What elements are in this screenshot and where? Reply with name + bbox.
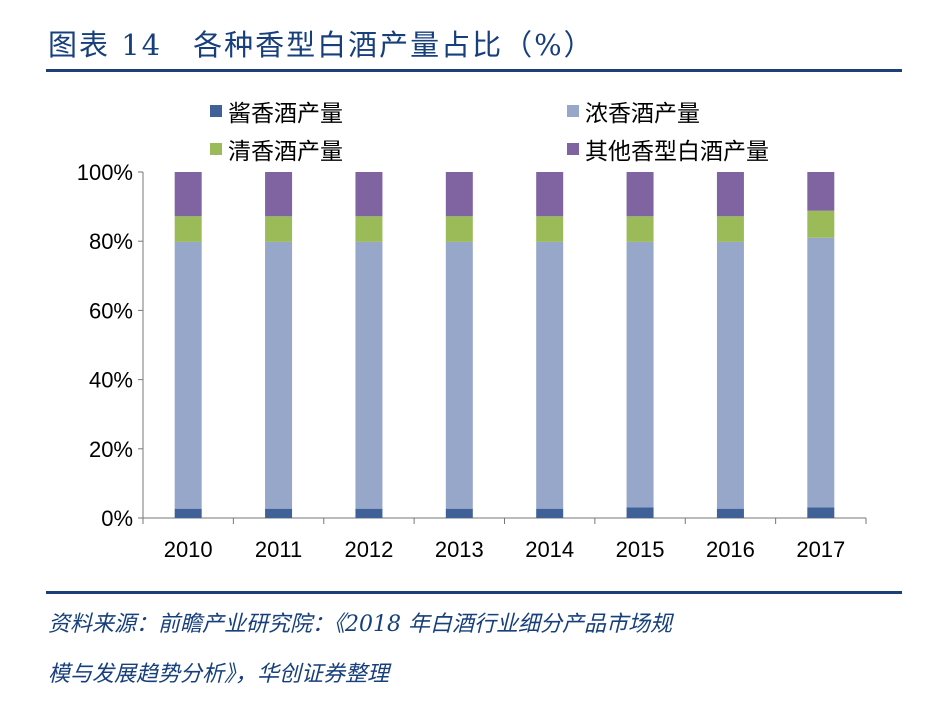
bar-segment	[536, 172, 564, 217]
bar-segment	[445, 241, 473, 509]
x-tick-label: 2011	[255, 537, 302, 562]
bar-segment	[174, 216, 202, 242]
x-tick-label: 2014	[525, 537, 574, 562]
x-tick-label: 2010	[164, 537, 213, 562]
source-line-1: 资料来源：前瞻产业研究院：《2018 年白酒行业细分产品市场规	[48, 612, 672, 637]
figure-title: 图表 14 各种香型白酒产量占比（%）	[48, 28, 595, 62]
x-tick-label: 2016	[706, 537, 755, 562]
bar-segment	[174, 508, 202, 518]
bar-segment	[265, 172, 293, 217]
legend-label: 浓香酒产量	[585, 101, 700, 127]
legend-item-1: 浓香酒产量	[567, 94, 700, 128]
bar-segment	[536, 241, 564, 509]
bar-segment	[626, 172, 654, 217]
bar-segment	[807, 210, 835, 238]
bar-segment	[536, 216, 564, 242]
y-tick-label: 100%	[77, 160, 133, 185]
y-tick-label: 0%	[101, 506, 133, 531]
bar-segment	[265, 241, 293, 509]
bar-segment	[445, 216, 473, 242]
legend-item-0: 酱香酒产量	[210, 94, 343, 128]
bar-segment	[174, 172, 202, 217]
legend-swatch	[210, 143, 222, 155]
x-tick-label: 2017	[796, 537, 845, 562]
source-rule	[46, 591, 902, 594]
bar-segment	[355, 241, 383, 509]
legend-swatch	[567, 105, 579, 117]
legend-label: 其他香型白酒产量	[585, 139, 769, 165]
legend-label: 清香酒产量	[228, 139, 343, 165]
bar-segment	[445, 172, 473, 217]
bar-segment	[716, 241, 744, 509]
bar-segment	[265, 216, 293, 242]
bar-segment	[355, 508, 383, 518]
x-tick-label: 2012	[344, 537, 393, 562]
bar-segment	[716, 508, 744, 518]
bar-segment	[536, 508, 564, 518]
bar-segment	[716, 216, 744, 242]
x-tick-label: 2015	[616, 537, 665, 562]
y-tick-label: 40%	[89, 368, 133, 393]
bar-segment	[807, 172, 835, 211]
bar-segment	[807, 237, 835, 508]
bar-segment	[355, 172, 383, 217]
bar-segment	[716, 172, 744, 217]
legend-label: 酱香酒产量	[228, 101, 343, 127]
bar-segment	[626, 241, 654, 508]
legend-item-3: 其他香型白酒产量	[567, 132, 769, 166]
bar-segment	[355, 216, 383, 242]
y-tick-label: 80%	[89, 229, 133, 254]
legend-swatch	[567, 143, 579, 155]
bar-segment	[174, 241, 202, 509]
bar-segment	[265, 508, 293, 518]
y-tick-label: 60%	[89, 298, 133, 323]
legend-item-2: 清香酒产量	[210, 132, 343, 166]
legend-swatch	[210, 105, 222, 117]
x-tick-label: 2013	[435, 537, 484, 562]
bar-segment	[807, 507, 835, 518]
bar-segment	[626, 507, 654, 518]
title-rule	[46, 69, 902, 72]
y-tick-label: 20%	[89, 437, 133, 462]
source-line-2: 模与发展趋势分析》，华创证券整理	[48, 662, 390, 687]
bar-segment	[445, 508, 473, 518]
bar-segment	[626, 216, 654, 242]
